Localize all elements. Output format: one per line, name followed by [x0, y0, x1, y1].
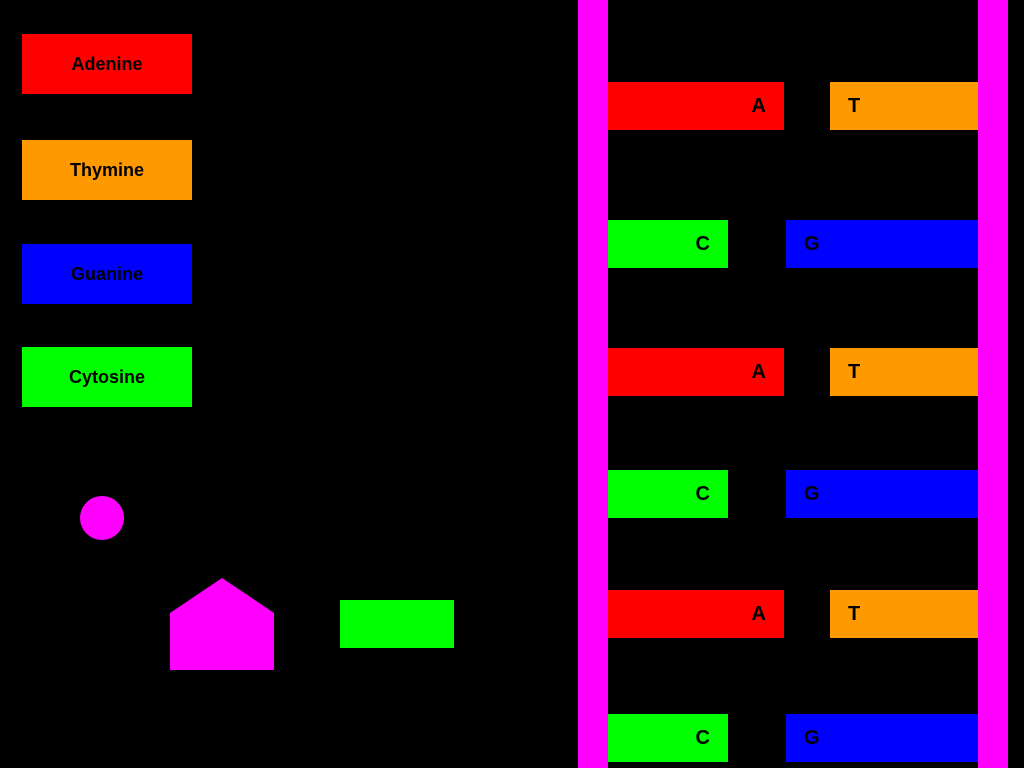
legend-thymine: Thymine [22, 140, 192, 200]
base-left-1: C [608, 220, 728, 268]
base-right-4: T [830, 590, 978, 638]
base-right-1: G [786, 220, 978, 268]
sugar-pentagon-icon [170, 578, 274, 670]
base-left-2: A [608, 348, 784, 396]
base-right-5: G [786, 714, 978, 762]
phosphate-icon [80, 496, 124, 540]
nitrogen-base-rect [340, 600, 454, 648]
legend-label: Cytosine [69, 367, 145, 388]
base-right-2: T [830, 348, 978, 396]
legend-adenine: Adenine [22, 34, 192, 94]
base-left-0: A [608, 82, 784, 130]
dna-backbone-right [978, 0, 1008, 768]
legend-label: Thymine [70, 160, 144, 181]
legend-label: Guanine [71, 264, 143, 285]
base-right-3: G [786, 470, 978, 518]
base-left-5: C [608, 714, 728, 762]
legend-label: Adenine [71, 54, 142, 75]
legend-cytosine: Cytosine [22, 347, 192, 407]
base-left-4: A [608, 590, 784, 638]
base-right-0: T [830, 82, 978, 130]
legend-guanine: Guanine [22, 244, 192, 304]
dna-backbone-left [578, 0, 608, 768]
base-left-3: C [608, 470, 728, 518]
